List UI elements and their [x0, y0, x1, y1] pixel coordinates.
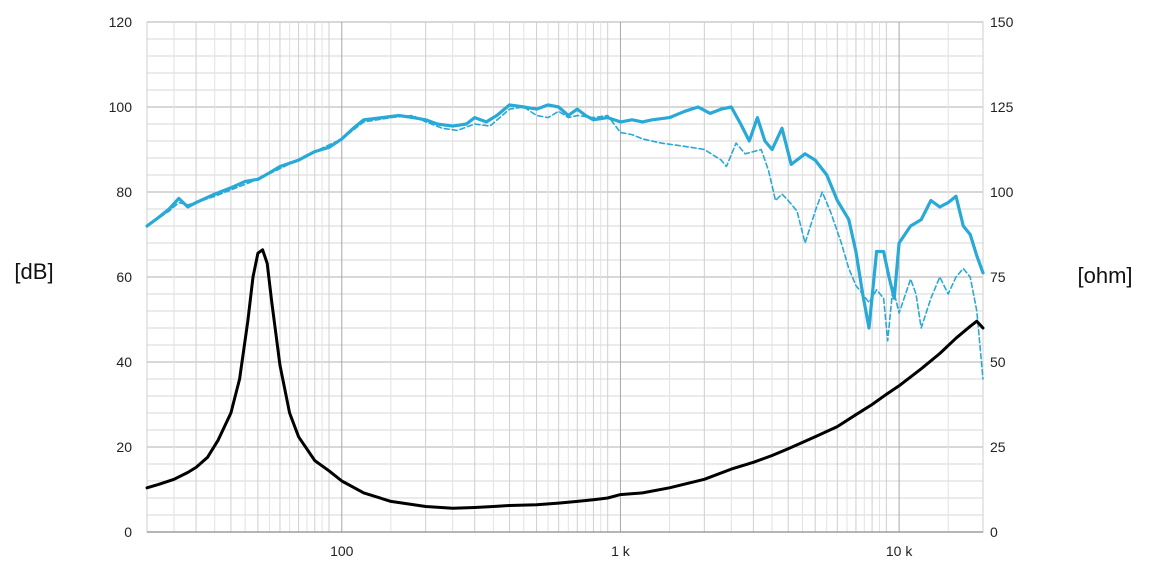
left-y-tick-label: 80	[116, 184, 132, 200]
chart-grid	[146, 21, 984, 533]
right-y-tick-label: 100	[990, 184, 1014, 200]
left-y-tick-label: 60	[116, 269, 132, 285]
left-y-tick-label: 0	[124, 524, 132, 540]
spl-solid-line	[145, 103, 985, 330]
x-tick-label: 10 k	[886, 543, 913, 559]
left-y-axis-ticks: 0 20 40 60 80 100 120	[109, 14, 133, 540]
left-y-tick-label: 120	[109, 14, 133, 30]
x-axis-ticks: 100 1 k 10 k	[330, 543, 913, 559]
x-tick-label: 1 k	[611, 543, 631, 559]
right-y-tick-label: 0	[990, 524, 998, 540]
x-tick-label: 100	[330, 543, 354, 559]
left-y-axis-label: [dB]	[14, 259, 53, 284]
impedance-line	[145, 248, 985, 510]
right-y-tick-label: 25	[990, 439, 1006, 455]
right-y-tick-label: 50	[990, 354, 1006, 370]
chart-series	[145, 103, 985, 510]
right-y-tick-label: 150	[990, 14, 1014, 30]
right-y-tick-label: 75	[990, 269, 1006, 285]
right-y-axis-ticks: 0 25 50 75 100 125 150	[990, 14, 1014, 540]
left-y-tick-label: 100	[109, 99, 133, 115]
spl-dashed-line	[146, 106, 984, 380]
right-y-tick-label: 125	[990, 99, 1014, 115]
right-y-axis-label: [ohm]	[1077, 263, 1132, 288]
left-y-tick-label: 20	[116, 439, 132, 455]
left-y-tick-label: 40	[116, 354, 132, 370]
